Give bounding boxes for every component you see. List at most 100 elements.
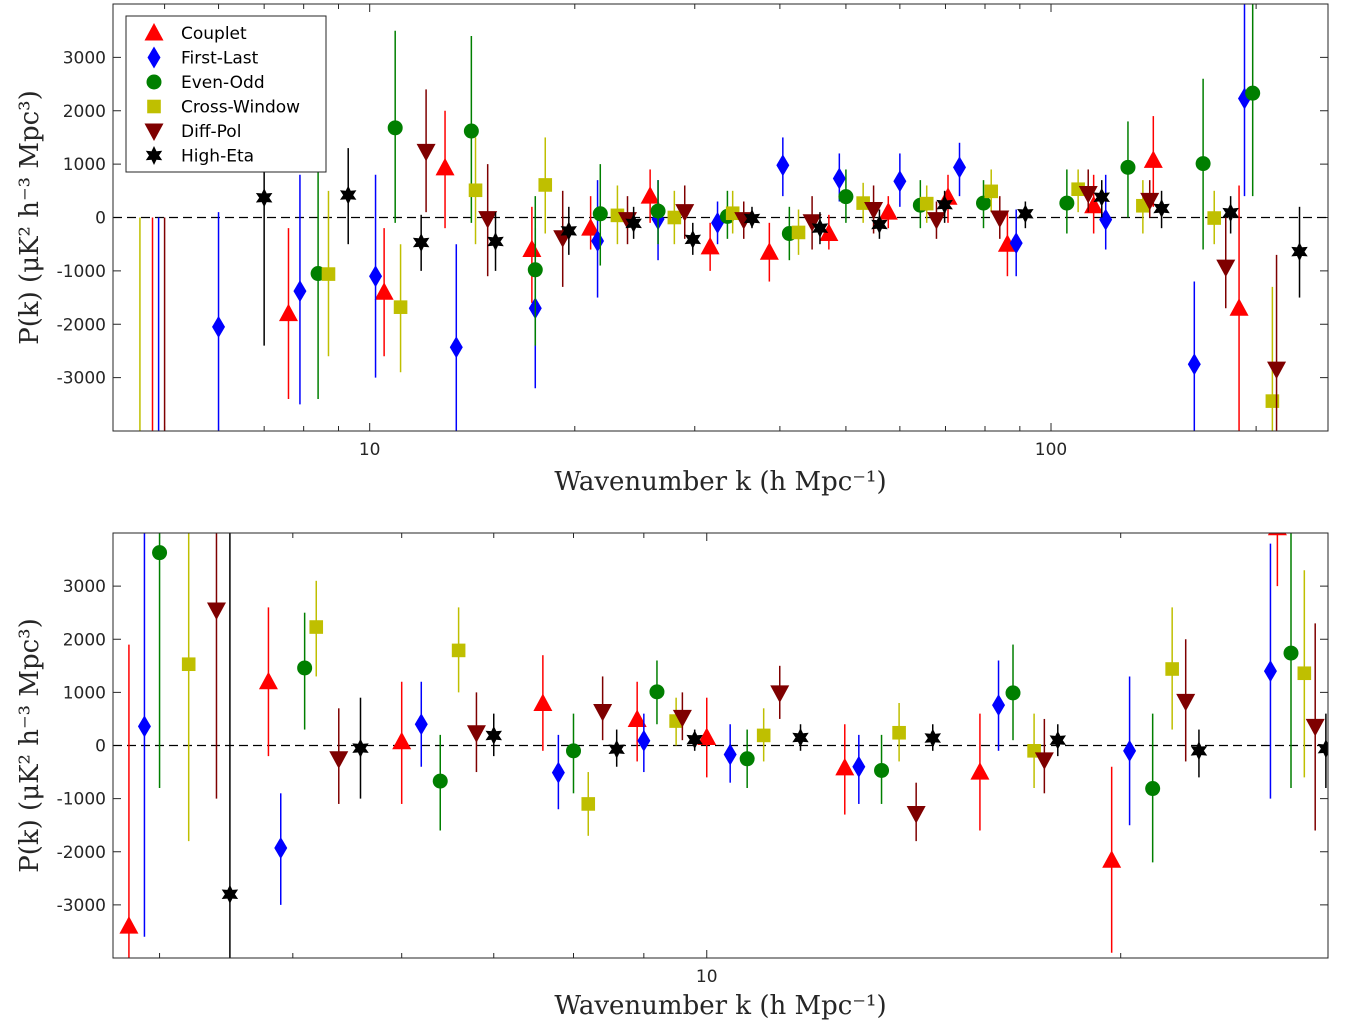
data-point [369, 265, 383, 288]
data-point [387, 120, 403, 136]
y-tick-label: 3000 [63, 577, 106, 597]
data-point [906, 806, 926, 824]
x-tick-label: 10 [696, 967, 718, 987]
data-point [551, 761, 565, 784]
data-point [137, 715, 151, 738]
legend-label: Cross-Window [181, 98, 300, 118]
y-ticks: -3000 -2000 -1000 0 1000 2000 3000 [57, 577, 1328, 916]
data-point [1102, 850, 1122, 868]
axes-frame [112, 3, 1329, 432]
data-point [449, 336, 463, 359]
data-point [1140, 192, 1160, 211]
y-ticks: -3000 -2000 -1000 0 1000 2000 3000 [57, 48, 1328, 389]
data-point [1009, 232, 1023, 255]
data-point [487, 232, 504, 251]
data-point [936, 195, 953, 215]
series-even-odd [152, 533, 1299, 863]
y-tick-label: -2000 [57, 315, 106, 335]
data-point [832, 167, 846, 190]
legend-marker [147, 46, 161, 69]
data-point [743, 209, 761, 229]
data-point [293, 280, 307, 303]
data-point [1216, 259, 1236, 278]
legend-marker [144, 123, 164, 141]
data-point [1034, 752, 1054, 770]
data-point [770, 685, 790, 703]
y-tick-label: 2000 [63, 102, 106, 122]
data-point [791, 225, 806, 240]
data-point [700, 236, 720, 255]
y-tick-label: 1000 [63, 683, 106, 703]
legend-label: High-Eta [181, 147, 254, 167]
data-point [466, 725, 486, 743]
data-point [924, 728, 941, 748]
y-tick-label: -2000 [57, 843, 106, 863]
data-point [181, 657, 196, 672]
data-point [412, 233, 430, 253]
data-point [1207, 211, 1222, 225]
data-point [649, 684, 665, 700]
x-ticks: 10 [159, 533, 1122, 987]
legend-marker [144, 23, 164, 41]
data-point [819, 223, 839, 242]
data-point [352, 738, 369, 758]
data-point [592, 206, 608, 222]
data-point [565, 743, 581, 759]
data-point [374, 282, 394, 300]
data-point [1267, 361, 1287, 380]
data-point [432, 773, 448, 789]
data-point [1297, 666, 1312, 681]
data-point [206, 602, 226, 621]
data-point [640, 186, 660, 204]
data-point [811, 218, 829, 238]
x-axis-title: Wavenumber k (h Mpc⁻¹) [554, 467, 886, 497]
data-point [802, 214, 822, 232]
data-point [1267, 533, 1287, 536]
series-diff-pol [163, 89, 1287, 431]
y-tick-label: -1000 [57, 262, 106, 282]
data-point [1229, 298, 1249, 316]
data-point [321, 267, 336, 281]
data-point [451, 643, 466, 658]
data-point [393, 300, 408, 314]
y-tick-label: 2000 [63, 630, 106, 650]
x-ticks: 10 100 [164, 4, 1257, 460]
y-tick-label: 0 [95, 209, 106, 229]
data-point [297, 660, 313, 676]
data-point [976, 195, 992, 211]
legend-marker [147, 99, 161, 114]
y-tick-label: 3000 [63, 48, 106, 68]
legend-box [125, 15, 327, 173]
data-point [838, 189, 854, 205]
data-point [919, 196, 934, 211]
data-point [835, 757, 855, 776]
x-axis-title: Wavenumber k (h Mpc⁻¹) [554, 991, 886, 1021]
data-point [1123, 739, 1137, 762]
data-point [990, 210, 1010, 229]
y-axis-title: P(k) (μK² h⁻³ Mpc³) [15, 90, 45, 345]
data-point [878, 202, 898, 220]
legend-marker [145, 146, 163, 165]
plot-area [119, 533, 1328, 958]
data-point [212, 315, 226, 338]
y-tick-label: 0 [95, 737, 106, 757]
data-point [1145, 781, 1161, 797]
data-point [675, 204, 695, 222]
chart-panel-1: 10 100 -3000 -2000 -1000 0 1000 2000 3000 Couplet… [57, 3, 1329, 460]
y-tick-label: -3000 [57, 369, 106, 389]
x-tick-label: 100 [1035, 440, 1067, 460]
data-point [1245, 85, 1261, 101]
series-high-eta [221, 533, 1328, 958]
series-couplet [151, 110, 1249, 431]
data-point [274, 837, 288, 860]
data-point [340, 185, 357, 205]
data-point [329, 751, 349, 769]
data-point [610, 208, 625, 223]
series-cross-window [181, 533, 1312, 842]
data-point [133, 435, 147, 449]
data-point [1153, 198, 1170, 218]
series-couplet [119, 533, 1287, 958]
data-point [926, 212, 946, 230]
data-point [852, 755, 866, 778]
data-point [608, 739, 625, 759]
